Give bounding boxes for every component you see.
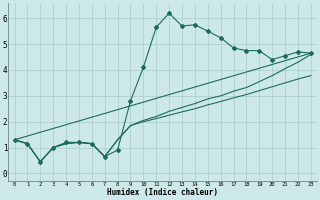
X-axis label: Humidex (Indice chaleur): Humidex (Indice chaleur)	[107, 188, 218, 197]
